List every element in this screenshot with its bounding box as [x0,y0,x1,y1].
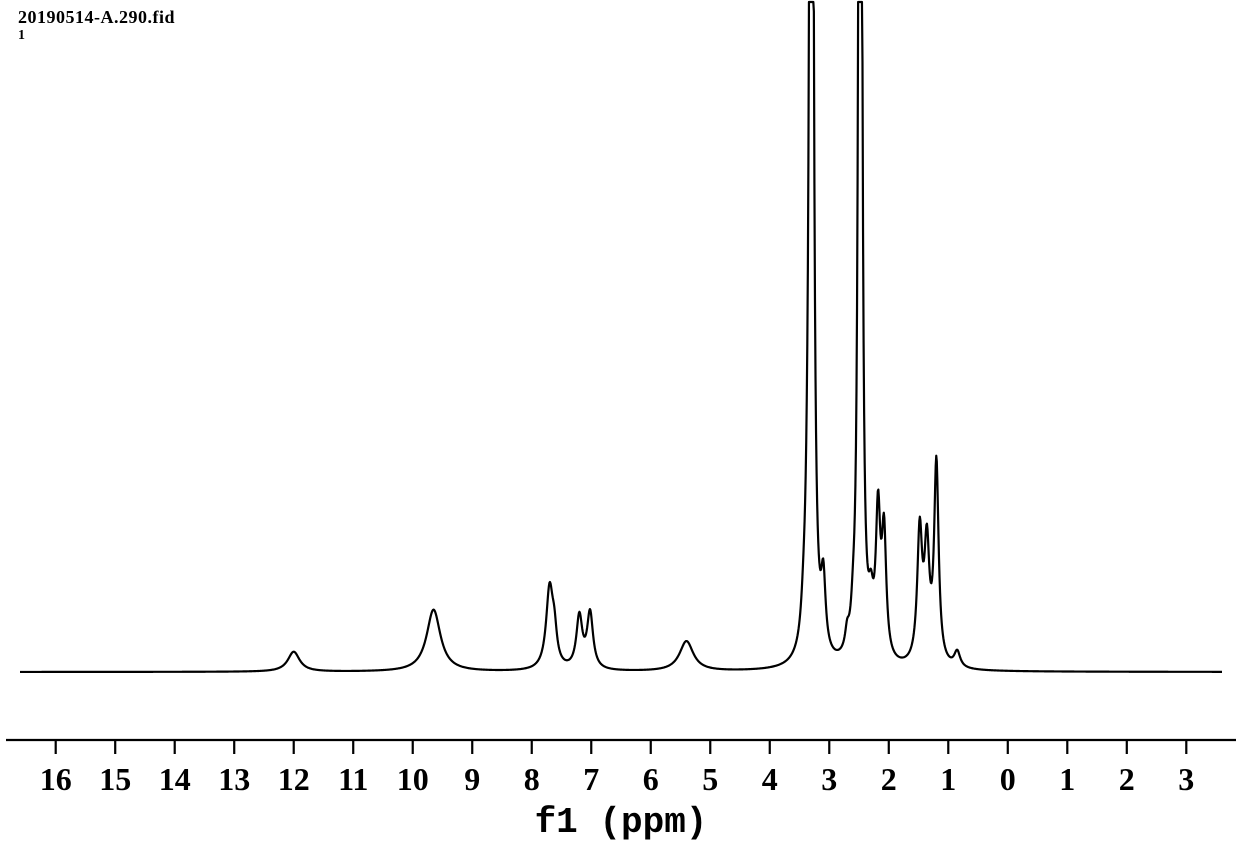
x-axis-label: f1 (ppm) [535,802,708,843]
x-tick-label: 2 [881,761,897,797]
x-tick-label: 6 [643,761,659,797]
x-tick-label: 7 [583,761,599,797]
spectrum-trace [20,2,1222,672]
x-tick-label: 15 [99,761,131,797]
x-tick-label: 8 [524,761,540,797]
x-tick-label: 3 [1178,761,1194,797]
x-tick-label: 1 [940,761,956,797]
x-tick-label: 16 [40,761,72,797]
x-tick-label: 13 [218,761,250,797]
x-tick-label: 3 [821,761,837,797]
x-tick-label: 5 [702,761,718,797]
x-tick-label: 14 [159,761,191,797]
x-tick-label: 0 [1000,761,1016,797]
x-tick-label: 1 [1059,761,1075,797]
x-tick-label: 12 [278,761,310,797]
x-tick-label: 9 [464,761,480,797]
x-tick-label: 11 [338,761,368,797]
nmr-spectrum-chart: 161514131211109876543210123f1 (ppm) [0,0,1240,868]
x-tick-label: 4 [762,761,778,797]
x-tick-label: 2 [1119,761,1135,797]
x-tick-label: 10 [397,761,429,797]
